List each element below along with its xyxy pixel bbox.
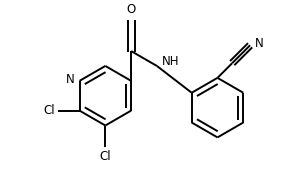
Text: N: N: [66, 73, 74, 86]
Text: Cl: Cl: [43, 104, 55, 117]
Text: Cl: Cl: [100, 150, 111, 163]
Text: NH: NH: [162, 55, 179, 69]
Text: O: O: [126, 3, 136, 16]
Text: N: N: [255, 37, 264, 50]
